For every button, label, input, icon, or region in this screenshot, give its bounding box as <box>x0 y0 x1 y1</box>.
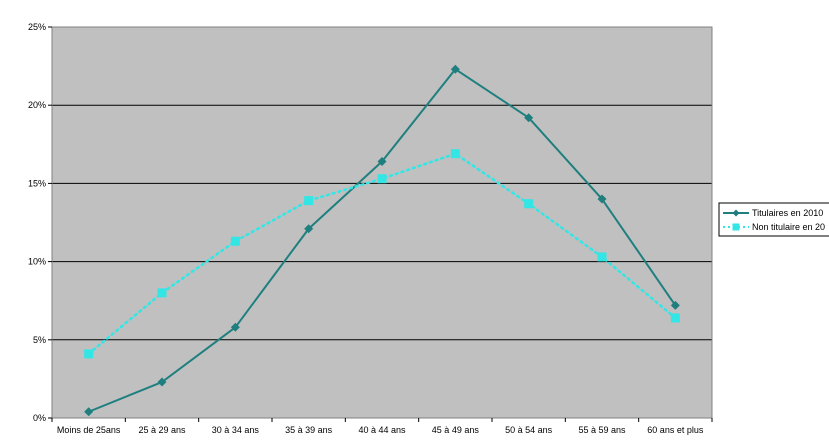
y-axis-ticks: 0% 5% 10% 15% 20% 25% <box>28 22 52 423</box>
y-tick-label: 0% <box>33 413 46 423</box>
legend: Titulaires en 2010 Non titulaire en 20 <box>718 202 829 237</box>
plot-area <box>51 26 713 419</box>
data-point <box>450 149 460 159</box>
series-layer <box>84 64 680 417</box>
series-line <box>87 152 677 356</box>
y-tick-label: 5% <box>33 335 46 345</box>
legend-item: Non titulaire en 20 <box>723 222 825 232</box>
x-tick-label: 60 ans et plus <box>647 425 704 435</box>
x-tick-label: 35 à 39 ans <box>285 425 333 435</box>
x-tick-label: 45 à 49 ans <box>432 425 480 435</box>
legend-label: Non titulaire en 20 <box>752 222 825 232</box>
gridlines <box>52 104 712 341</box>
data-point <box>304 196 314 206</box>
x-tick-label: 40 à 44 ans <box>358 425 406 435</box>
plot-background <box>52 27 712 418</box>
data-point <box>524 199 534 209</box>
x-tick-label: 25 à 29 ans <box>138 425 186 435</box>
x-tick-label: 30 à 34 ans <box>212 425 260 435</box>
data-point <box>304 224 314 234</box>
legend-item: Titulaires en 2010 <box>723 208 823 218</box>
data-point <box>377 174 387 184</box>
x-tick-label: 55 à 59 ans <box>578 425 626 435</box>
data-point <box>84 407 94 417</box>
series-1 <box>84 64 680 417</box>
y-tick-label: 10% <box>28 257 46 267</box>
x-axis-ticks: Moins de 25ans 25 à 29 ans 30 à 34 ans 35 à… <box>51 418 713 435</box>
plot-border <box>51 26 713 419</box>
x-tick-label: 50 à 54 ans <box>505 425 553 435</box>
series-2 <box>84 149 680 359</box>
data-point <box>670 300 680 310</box>
data-point <box>524 113 534 123</box>
data-point <box>230 322 240 332</box>
data-point <box>84 349 94 359</box>
y-tick-label: 25% <box>28 22 46 32</box>
y-tick-label: 20% <box>28 100 46 110</box>
data-point <box>597 252 607 262</box>
data-point <box>597 194 607 204</box>
x-tick-label: Moins de 25ans <box>57 425 121 435</box>
data-point <box>230 236 240 246</box>
legend-label: Titulaires en 2010 <box>752 208 823 218</box>
legend-marker <box>732 223 740 231</box>
y-tick-label: 15% <box>28 178 46 188</box>
legend-marker <box>732 209 740 217</box>
data-point <box>377 157 387 167</box>
data-point <box>670 313 680 323</box>
data-point <box>157 377 167 387</box>
data-point <box>450 64 460 74</box>
data-point <box>157 288 167 298</box>
